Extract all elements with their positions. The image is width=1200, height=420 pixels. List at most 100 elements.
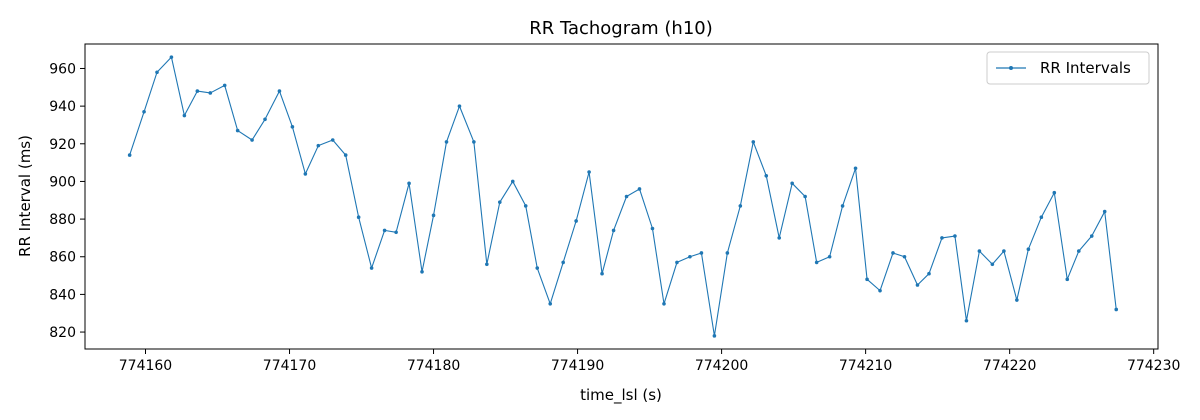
data-point [182, 113, 187, 118]
data-point [777, 236, 782, 240]
y-tick-label: 860 [49, 250, 76, 266]
data-point [208, 91, 213, 95]
data-point [142, 109, 146, 114]
y-tick-label: 920 [49, 137, 76, 153]
x-tick-label: 774230 [1127, 358, 1180, 374]
x-axis: 774160 774170 774180 774190 774200 774210 7742… [119, 349, 1180, 374]
data-point [420, 270, 424, 274]
data-point [1026, 247, 1031, 252]
data-point [712, 334, 717, 338]
data-point [940, 236, 944, 240]
data-point [561, 260, 565, 265]
data-point [356, 215, 361, 220]
data-point [803, 194, 807, 199]
data-point [751, 140, 756, 144]
data-point [1076, 249, 1081, 253]
x-tick-label: 774200 [695, 358, 748, 374]
legend-marker-swatch [1009, 66, 1013, 70]
y-tick-label: 940 [49, 99, 76, 115]
data-point [827, 254, 832, 259]
y-tick-label: 880 [49, 212, 76, 228]
data-point [927, 271, 931, 276]
data-point [510, 179, 515, 184]
x-tick-label: 774190 [551, 358, 604, 374]
data-point [1065, 277, 1070, 282]
data-point [964, 318, 969, 323]
data-point [977, 249, 982, 253]
data-point [155, 70, 159, 75]
y-tick-label: 820 [49, 325, 76, 341]
data-point [290, 125, 295, 129]
y-axis-title: RR Interval (ms) [16, 135, 34, 257]
legend-box [986, 51, 1150, 85]
x-tick-label: 774220 [983, 358, 1036, 374]
data-point [250, 138, 254, 142]
y-tick-label: 840 [49, 287, 76, 303]
data-point [650, 226, 655, 231]
data-point [662, 302, 666, 306]
data-point [535, 266, 540, 270]
data-point [878, 288, 882, 293]
data-point [369, 266, 374, 270]
data-point [1114, 307, 1119, 312]
data-point [587, 170, 591, 174]
data-point [548, 302, 553, 306]
y-tick-label: 900 [49, 174, 76, 190]
y-axis: 820 840 860 880 900 920 940 960 [49, 61, 85, 341]
y-tick-label: 960 [49, 61, 76, 77]
chart-title: RR Tachogram (h10) [529, 18, 713, 39]
data-point [953, 234, 957, 238]
data-point [1089, 234, 1094, 238]
data-point [699, 251, 704, 255]
data-point [1002, 249, 1006, 253]
data-point [611, 228, 616, 233]
data-point [688, 254, 692, 259]
x-tick-label: 774180 [407, 358, 460, 374]
data-point [738, 204, 743, 208]
data-point [431, 213, 436, 218]
data-point [790, 181, 794, 186]
data-point [472, 140, 476, 144]
data-point [1039, 215, 1044, 220]
data-point [990, 262, 995, 267]
data-point [891, 251, 895, 255]
data-point [853, 166, 858, 171]
data-point [303, 172, 308, 176]
data-point [235, 128, 240, 133]
data-point [574, 219, 578, 223]
plot-frame [84, 43, 1159, 350]
data-point [222, 83, 227, 88]
x-tick-label: 774210 [839, 358, 892, 374]
data-point [127, 153, 132, 157]
data-point [814, 260, 819, 265]
legend-label: RR Intervals [1040, 59, 1131, 77]
data-point [1015, 298, 1019, 302]
data-point [382, 228, 387, 233]
data-point [523, 204, 528, 208]
data-point [277, 89, 282, 93]
data-point [902, 254, 907, 259]
legend: RR Intervals [986, 51, 1150, 85]
data-point [485, 262, 489, 267]
x-axis-title: time_lsl (s) [580, 386, 662, 405]
data-point [865, 277, 869, 282]
data-point [600, 271, 604, 276]
data-point [498, 200, 502, 204]
data-point [343, 153, 348, 157]
data-point [316, 143, 321, 148]
data-point [915, 283, 920, 287]
data-point [330, 138, 335, 142]
data-point [624, 194, 629, 199]
data-point [840, 204, 845, 208]
data-point [764, 173, 769, 178]
data-point [637, 187, 642, 191]
x-tick-label: 774170 [263, 358, 316, 374]
data-point [1052, 190, 1057, 195]
data-point [169, 55, 174, 59]
data-point [407, 181, 411, 186]
data-point [725, 251, 730, 255]
data-point [394, 230, 398, 235]
data-point [263, 117, 267, 122]
data-point [1102, 209, 1107, 214]
